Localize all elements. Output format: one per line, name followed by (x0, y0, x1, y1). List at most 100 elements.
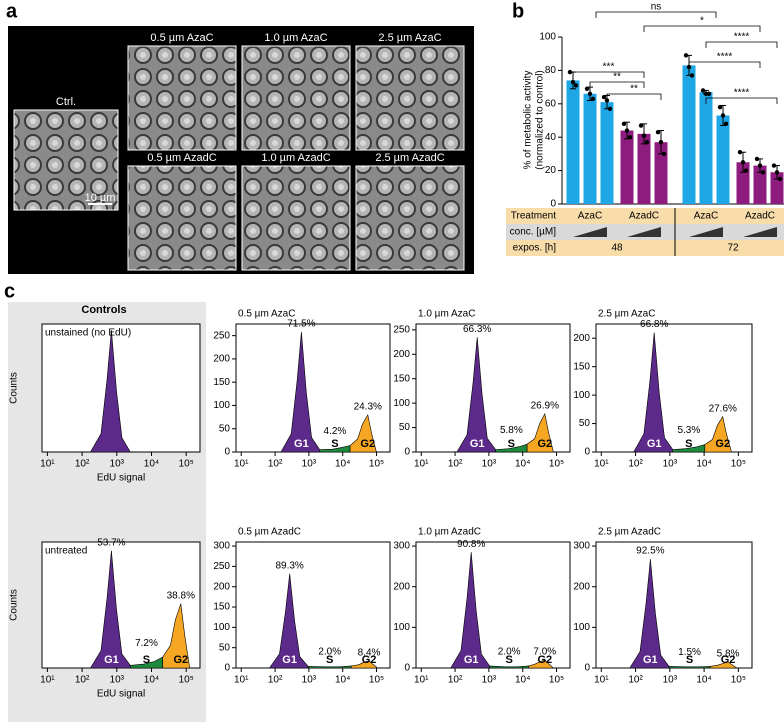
significance-label: * (700, 16, 704, 27)
replicate-point (607, 106, 613, 112)
y-tick-label: 250 (213, 561, 230, 572)
concentration-ramp (743, 227, 777, 237)
phase-label: G1 (282, 654, 297, 666)
chart-title: untreated (45, 546, 87, 557)
concentration-ramp (573, 227, 607, 237)
phase-label: S (686, 654, 693, 666)
replicate-point (570, 79, 576, 85)
replicate-point (587, 91, 593, 96)
phase-label: S (505, 654, 512, 666)
bar (620, 130, 634, 204)
replicate-point (743, 168, 749, 173)
phase-percentage: 27.6% (709, 403, 737, 414)
y-tick-label: 200 (393, 581, 410, 592)
micrograph (355, 165, 465, 271)
scale-bar-label: 10 µm (85, 192, 116, 204)
phase-label: G1 (647, 438, 662, 450)
concentration-ramp (689, 227, 723, 237)
phase-percentage: 5.8% (717, 649, 740, 660)
x-tick-label: 10⁵ (369, 459, 384, 470)
micrograph-title: 0.5 µm AzadC (147, 152, 216, 164)
replicate-point (573, 83, 579, 88)
phase-percentage: 7.0% (533, 647, 556, 658)
y-tick-label: 0 (404, 663, 410, 674)
replicate-point (700, 88, 706, 93)
y-tick-label: 150 (213, 377, 230, 388)
y-tick-label: 200 (213, 354, 230, 365)
replicate-point (760, 170, 766, 175)
replicate-point (624, 128, 630, 133)
histogram-area (528, 659, 554, 669)
replicate-point (655, 129, 661, 135)
replicate-point (774, 170, 780, 175)
replicate-point (723, 121, 729, 127)
significance-bracket (705, 97, 778, 104)
micrograph-title: 1.0 µm AzadC (261, 152, 330, 164)
replicate-point (641, 133, 647, 138)
x-tick-label: 10⁴ (696, 675, 711, 686)
chart-title: 0.5 µm AzaC (238, 309, 295, 320)
micrograph-title: 2.5 µm AzaC (378, 32, 441, 44)
table-row-label: expos. [h] (513, 243, 557, 254)
significance-label: ns (651, 2, 662, 13)
micrograph (13, 109, 119, 211)
y-tick-label: 50 (579, 418, 591, 429)
micrograph-title: 1.0 µm AzaC (264, 32, 327, 44)
phase-percentage: 2.0% (498, 647, 521, 658)
x-tick-label: 10¹ (40, 459, 55, 470)
table-row-label: conc. [µM] (510, 227, 557, 238)
y-tick-label: 250 (213, 330, 230, 341)
x-tick-label: 10⁵ (179, 459, 194, 470)
replicate-point (706, 91, 712, 96)
replicate-point (621, 121, 627, 127)
x-axis-label: EdU signal (97, 689, 145, 700)
x-tick-label: 10⁴ (144, 459, 159, 470)
phase-label: G1 (294, 438, 309, 450)
phase-label: S (326, 654, 333, 666)
replicate-point (567, 69, 573, 75)
y-tick-label: 20 (545, 165, 557, 176)
phase-percentage: 5.8% (500, 425, 523, 436)
panel-label: a (6, 0, 18, 22)
phase-label: G2 (360, 438, 375, 450)
phase-label: G2 (721, 654, 736, 666)
y-tick-label: 300 (393, 541, 410, 552)
x-tick-label: 10⁴ (515, 459, 530, 470)
y-tick-label: 40 (545, 132, 557, 143)
y-tick-label: 80 (545, 65, 557, 76)
y-tick-label: 200 (393, 349, 410, 360)
y-tick-label: 0 (550, 199, 556, 210)
phase-percentage: 66.8% (640, 319, 668, 330)
phase-percentage: 38.8% (167, 590, 195, 601)
x-tick-label: 10² (75, 459, 90, 470)
histogram-area (526, 413, 554, 453)
y-axis-label: (normalized to control) (535, 70, 546, 169)
x-axis-label: EdU signal (97, 473, 145, 484)
y-tick-label: 100 (393, 622, 410, 633)
micrograph (127, 45, 237, 151)
phase-percentage: 90.8% (457, 539, 485, 550)
exposure-label: 48 (611, 243, 623, 254)
replicate-point (644, 140, 650, 145)
replicate-point (689, 73, 695, 78)
x-tick-label: 10³ (110, 675, 125, 686)
x-tick-label: 10¹ (414, 459, 429, 470)
replicate-point (737, 150, 743, 155)
bar (637, 133, 651, 204)
histogram-area (709, 661, 738, 669)
micrograph (241, 45, 351, 151)
micrograph-title: Ctrl. (56, 96, 76, 108)
x-tick-label: 10⁵ (369, 675, 384, 686)
phase-label: G2 (715, 438, 730, 450)
y-tick-label: 150 (573, 361, 590, 372)
y-tick-label: 100 (393, 398, 410, 409)
bar (600, 102, 614, 204)
chart-title: unstained (no EdU) (45, 328, 131, 339)
bar (753, 165, 767, 204)
phase-percentage: 71.5% (287, 319, 315, 330)
y-tick-label: 200 (213, 581, 230, 592)
x-tick-label: 10¹ (414, 675, 429, 686)
phase-percentage: 1.5% (678, 647, 701, 658)
phase-label: S (685, 438, 692, 450)
